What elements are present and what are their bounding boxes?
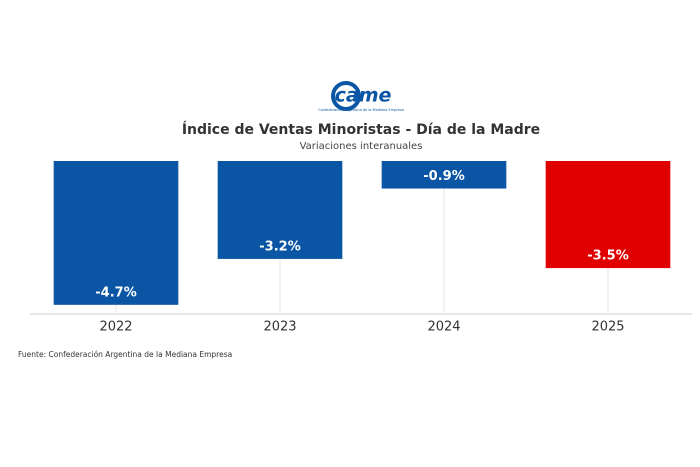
bar — [545, 161, 671, 269]
source: Fuente: Confederación Argentina de la Me… — [18, 350, 232, 359]
value-label: -3.2% — [259, 239, 300, 254]
chart-subtitle: Variaciones interanuales — [300, 141, 423, 152]
x-tick-label: 2024 — [427, 320, 460, 335]
value-label: -3.5% — [587, 249, 628, 264]
x-tick-label: 2023 — [263, 320, 296, 335]
chart-title: Índice de Ventas Minoristas - Día de la … — [182, 121, 540, 138]
bar — [53, 161, 179, 305]
logo-text: came — [335, 85, 392, 107]
logo-ring — [331, 81, 361, 111]
value-label: -4.7% — [95, 285, 136, 300]
x-tick-label: 2025 — [591, 320, 624, 335]
bar — [217, 161, 343, 259]
logo-caption: Confederación Argentina de la Mediana Em… — [318, 108, 404, 112]
x-tick-label: 2022 — [99, 320, 132, 335]
value-label: -0.9% — [423, 169, 464, 184]
bar — [381, 161, 507, 189]
